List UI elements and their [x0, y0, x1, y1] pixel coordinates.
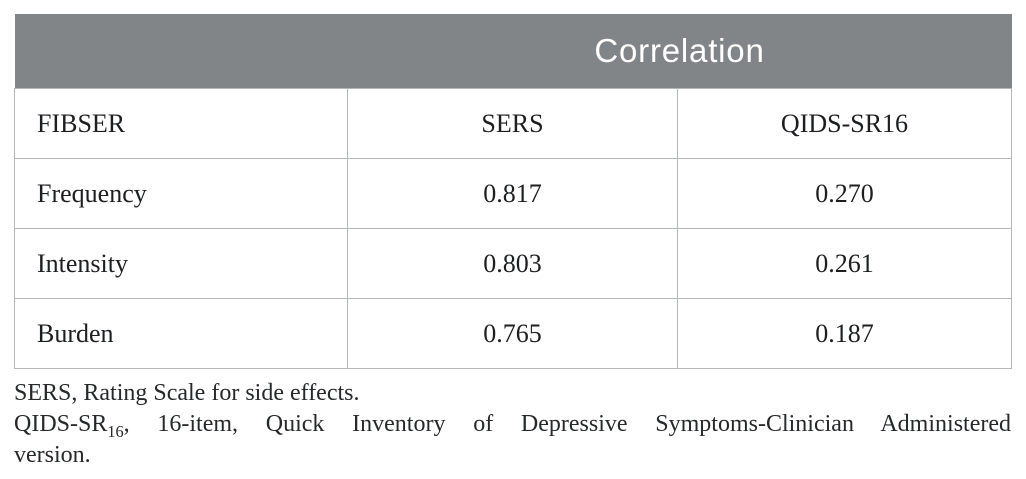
- footnote-sers: SERS, Rating Scale for side effects.: [14, 380, 360, 406]
- row-label-frequency: Frequency: [14, 158, 348, 229]
- row-label-burden: Burden: [14, 298, 348, 369]
- column-header-qids-sr16: QIDS-SR16: [677, 88, 1012, 159]
- column-header-sers: SERS: [347, 88, 678, 159]
- column-header-fibser: FIBSER: [14, 88, 348, 159]
- spanner-header-correlation: Correlation: [347, 14, 1012, 89]
- footnote-qids-text: , 16-item, Quick Inventory of Depressive…: [123, 411, 1011, 437]
- footnote-version: version.: [14, 442, 91, 468]
- spanner-header-row: Correlation: [14, 14, 1012, 89]
- frequency-qids-value: 0.270: [677, 158, 1012, 229]
- table-footnotes: SERS, Rating Scale for side effects. QID…: [14, 378, 1011, 471]
- column-header-row: FIBSER SERS QIDS-SR16: [14, 88, 1012, 159]
- table-row-burden: Burden 0.765 0.187: [14, 298, 1012, 369]
- burden-qids-value: 0.187: [677, 298, 1012, 369]
- row-label-intensity: Intensity: [14, 228, 348, 299]
- frequency-sers-value: 0.817: [347, 158, 678, 229]
- table-row-frequency: Frequency 0.817 0.270: [14, 158, 1012, 229]
- footnote-qids-abbr: QIDS-SR: [14, 411, 108, 437]
- intensity-sers-value: 0.803: [347, 228, 678, 299]
- intensity-qids-value: 0.261: [677, 228, 1012, 299]
- footnote-qids: QIDS-SR16, 16-item, Quick Inventory of D…: [14, 409, 1011, 440]
- burden-sers-value: 0.765: [347, 298, 678, 369]
- correlation-table: Correlation FIBSER SERS QIDS-SR16 Freque…: [14, 14, 1012, 369]
- footnote-qids-subscript: 16: [107, 421, 124, 441]
- spanner-header-empty-cell: [14, 14, 348, 89]
- table-row-intensity: Intensity 0.803 0.261: [14, 228, 1012, 299]
